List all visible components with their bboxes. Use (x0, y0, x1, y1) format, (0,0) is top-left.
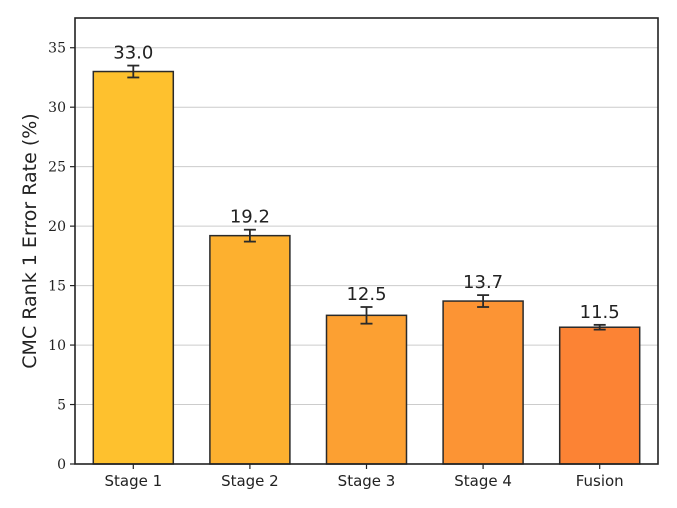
bar (92, 70, 175, 465)
x-tick-label: Stage 2 (221, 472, 279, 490)
value-labels: 33.0 19.2 12.5 13.7 11.5 (113, 43, 619, 323)
x-axis-ticks: Stage 1 Stage 2 Stage 3 Stage 4 Fusion (104, 464, 624, 490)
x-tick-label: Stage 1 (104, 472, 162, 490)
bar (209, 234, 291, 465)
y-axis-ticks: 0 5 10 15 20 25 30 35 (48, 41, 75, 473)
y-tick-label: 25 (48, 160, 66, 176)
x-tick-label: Stage 3 (338, 472, 396, 490)
value-label: 12.5 (346, 284, 386, 305)
y-axis-title: CMC Rank 1 Error Rate (%) (19, 113, 41, 368)
y-tick-label: 35 (48, 41, 66, 57)
error-bar (593, 323, 606, 331)
error-bar (360, 306, 373, 325)
bar (442, 300, 524, 465)
error-bars (127, 64, 606, 331)
x-tick-label: Stage 4 (454, 472, 512, 490)
y-tick-label: 5 (57, 398, 66, 414)
value-label: 13.7 (463, 272, 503, 293)
bars (92, 70, 641, 465)
bar (325, 314, 408, 465)
error-bar (243, 228, 256, 243)
y-tick-label: 15 (48, 279, 66, 295)
value-label: 33.0 (113, 43, 153, 64)
y-tick-label: 30 (48, 100, 66, 116)
value-label: 11.5 (580, 302, 620, 323)
bar (558, 326, 641, 465)
value-label: 19.2 (230, 207, 270, 228)
error-bar (477, 294, 490, 308)
error-bar (127, 64, 140, 79)
y-tick-label: 20 (48, 219, 66, 235)
y-tick-label: 0 (57, 457, 66, 473)
y-tick-label: 10 (48, 338, 66, 354)
x-tick-label: Fusion (576, 472, 624, 490)
